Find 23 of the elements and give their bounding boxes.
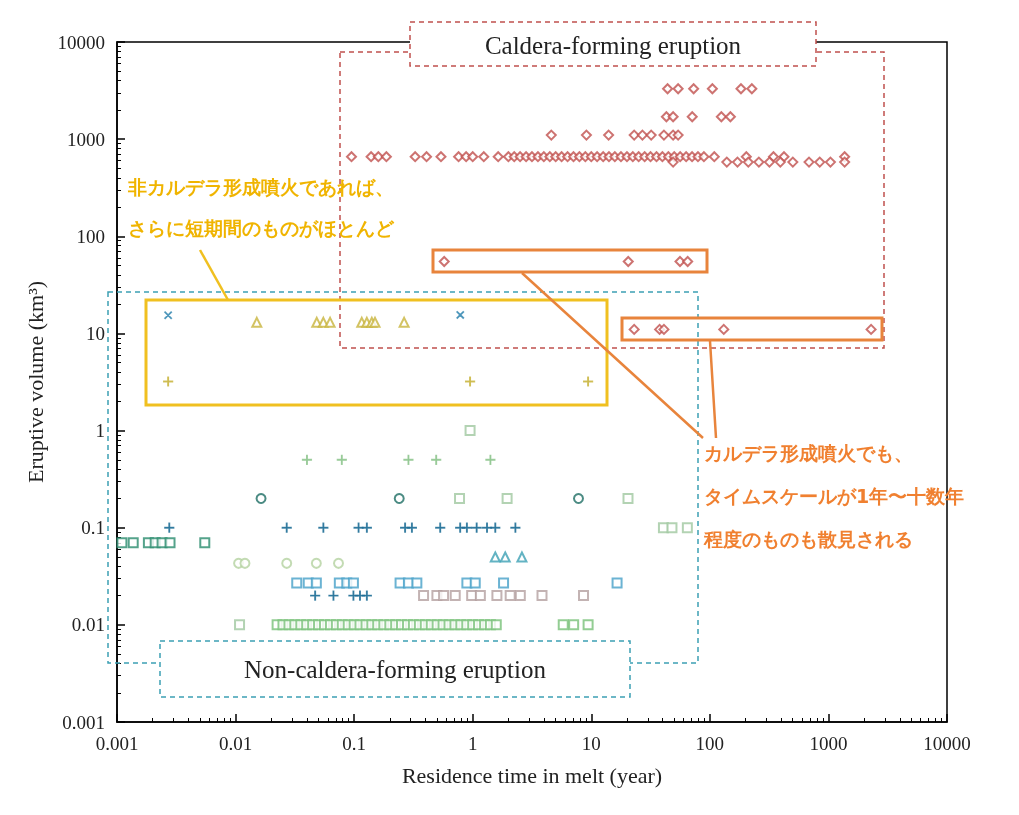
x-tick-label: 10 xyxy=(581,733,601,754)
x-axis-title: Residence time in melt (year) xyxy=(401,762,663,788)
x-tick-label: 100 xyxy=(695,733,725,754)
y-tick-label: 0.01 xyxy=(71,614,105,636)
annotation: 程度のものも散見される xyxy=(703,528,913,550)
y-axis-title: Eruptive volume (km³) xyxy=(23,280,49,484)
y-tick-label: 1000 xyxy=(67,128,105,150)
y-tick-label: 10000 xyxy=(57,31,105,53)
y-tick-label: 0.001 xyxy=(62,711,105,733)
y-tick-label: 0.1 xyxy=(81,517,105,539)
annotation: Caldera-forming eruption xyxy=(484,32,742,59)
y-tick-label: 100 xyxy=(76,225,105,247)
y-tick-label: 1 xyxy=(95,420,105,442)
y-tick-label: 10 xyxy=(86,322,105,344)
annotation: さらに短期間のものがほとんど xyxy=(128,217,395,239)
x-tick-label: 1000 xyxy=(809,733,848,754)
annotation: 非カルデラ形成噴火であれば、 xyxy=(127,176,394,198)
annotation: Non-caldera-forming eruption xyxy=(244,656,547,683)
x-tick-label: 1 xyxy=(467,733,478,754)
x-tick-label: 0.1 xyxy=(342,733,367,754)
x-tick-label: 0.01 xyxy=(218,733,253,754)
x-tick-label: 10000 xyxy=(923,733,971,754)
annotation: カルデラ形成噴火でも、 xyxy=(704,442,913,464)
